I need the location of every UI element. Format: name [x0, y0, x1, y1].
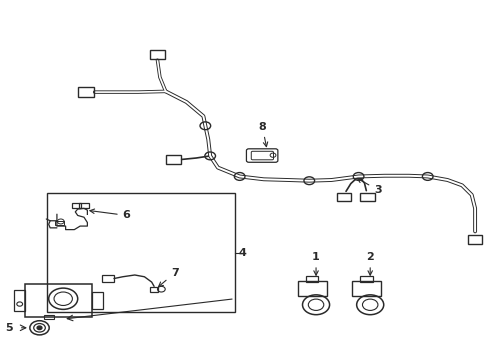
Bar	[166, 155, 180, 164]
Bar	[336, 193, 350, 201]
Bar	[72, 203, 81, 208]
Text: 8: 8	[258, 122, 267, 147]
Text: 5: 5	[5, 323, 13, 333]
Bar	[102, 275, 114, 282]
Bar	[297, 281, 326, 296]
Bar	[149, 287, 158, 292]
Circle shape	[37, 326, 42, 329]
Bar	[305, 276, 318, 283]
Text: 2: 2	[366, 252, 373, 275]
Text: 6: 6	[90, 209, 130, 220]
Bar	[351, 281, 380, 296]
Bar	[92, 292, 102, 309]
Bar	[55, 221, 63, 225]
Bar	[14, 290, 24, 311]
Bar	[79, 203, 89, 208]
Bar	[467, 235, 481, 244]
Bar	[44, 315, 53, 319]
Bar	[24, 284, 92, 318]
Text: 3: 3	[357, 179, 381, 195]
Bar	[149, 50, 165, 59]
Text: 4: 4	[238, 248, 246, 258]
Text: 7: 7	[158, 268, 179, 287]
Bar	[47, 193, 234, 312]
Bar	[359, 276, 372, 283]
Text: 1: 1	[311, 252, 319, 275]
Bar	[78, 87, 94, 97]
Bar	[359, 193, 374, 201]
